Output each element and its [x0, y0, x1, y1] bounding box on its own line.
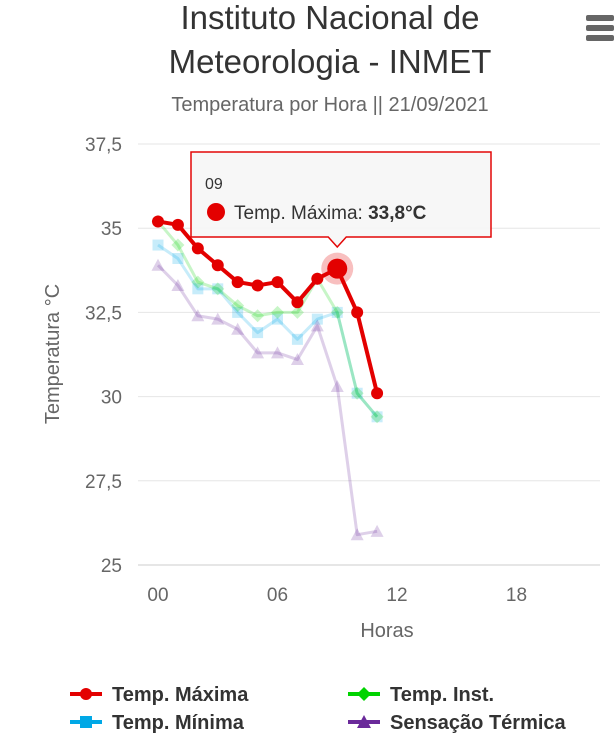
- x-axis-title: Horas: [360, 620, 413, 642]
- data-point: [351, 306, 364, 319]
- y-tick-label: 37,5: [85, 135, 122, 156]
- menu-bar[interactable]: [586, 25, 614, 31]
- data-point: [351, 387, 363, 399]
- legend-item-temp-m-nima[interactable]: Temp. Mínima: [70, 712, 245, 734]
- data-point: [231, 276, 244, 289]
- menu-bar[interactable]: [586, 15, 614, 21]
- series-temp-m-nima: [152, 239, 383, 423]
- data-point: [271, 346, 284, 359]
- x-tick-label: 06: [267, 585, 288, 606]
- data-point: [171, 278, 185, 291]
- chart-title-line-1: Instituto Nacional de: [180, 0, 479, 36]
- legend-marker-icon: [357, 687, 371, 701]
- tooltip: 09 Temp. Máxima: 33,8°C: [190, 151, 492, 285]
- data-point: [370, 524, 384, 537]
- legend-label: Temp. Mínima: [112, 712, 245, 734]
- legend-marker-icon: [80, 688, 92, 700]
- y-tick-label: 27,5: [85, 472, 122, 493]
- data-point: [251, 309, 265, 323]
- tooltip-series-marker: [207, 203, 225, 221]
- series-temp-inst-: [151, 214, 384, 424]
- data-point: [310, 319, 324, 332]
- data-point: [290, 353, 304, 366]
- legend-label: Temp. Inst.: [390, 684, 494, 706]
- hamburger-menu-icon[interactable]: [586, 15, 614, 41]
- legend: Temp. Máxima Temp. Inst. Temp. Mínima Sensa…: [70, 684, 567, 734]
- data-point: [271, 305, 284, 319]
- data-point: [330, 305, 344, 319]
- data-point: [211, 312, 225, 325]
- data-point: [191, 275, 205, 289]
- data-point: [231, 322, 245, 335]
- data-point: [152, 239, 164, 251]
- chart-subtitle: Temperatura por Hora || 21/09/2021: [171, 94, 488, 116]
- series-temp-m-xima: [152, 215, 384, 400]
- data-point: [311, 272, 324, 285]
- data-point: [290, 305, 304, 319]
- tooltip-box: [190, 151, 492, 249]
- legend-label: Sensação Térmica: [390, 712, 567, 734]
- data-point: [271, 276, 284, 289]
- y-tick-label: 25: [101, 556, 122, 577]
- legend-marker-icon: [357, 715, 371, 728]
- data-point: [350, 528, 364, 541]
- tooltip-series-name: Temp. Máxima:: [234, 203, 368, 224]
- x-tick-label: 12: [386, 585, 407, 606]
- data-point: [232, 306, 244, 318]
- menu-bar[interactable]: [586, 35, 614, 41]
- x-tick-label: 18: [506, 585, 527, 606]
- series-sensa-o-t-rmica: [151, 258, 384, 541]
- data-point: [251, 346, 265, 359]
- data-point: [252, 327, 264, 339]
- data-point: [211, 259, 224, 272]
- data-point: [291, 333, 303, 345]
- data-point: [151, 258, 165, 271]
- hover-point: [327, 258, 348, 279]
- series-layer: [151, 214, 384, 541]
- data-point: [152, 215, 164, 228]
- y-tick-label: 30: [101, 388, 122, 409]
- data-point: [371, 411, 383, 423]
- y-tick-label: 32,5: [85, 303, 122, 324]
- tooltip-x-label: 09: [205, 176, 223, 193]
- chart-title-line-2: Meteorologia - INMET: [169, 43, 492, 80]
- y-tick-label: 35: [101, 219, 122, 240]
- data-point: [171, 238, 185, 252]
- tooltip-value: 33,8°C: [368, 203, 427, 224]
- series-line: [156, 264, 378, 537]
- data-point: [212, 283, 224, 295]
- data-point: [291, 296, 304, 309]
- data-point: [251, 279, 264, 292]
- data-point: [331, 306, 343, 318]
- legend-item-temp-inst-[interactable]: Temp. Inst.: [348, 684, 494, 706]
- data-point: [191, 309, 205, 322]
- legend-item-temp-m-xima[interactable]: Temp. Máxima: [70, 684, 249, 706]
- y-axis: 25 27,5 30 32,5 35 37,5: [85, 135, 122, 577]
- data-point: [272, 313, 283, 325]
- data-point: [231, 299, 245, 313]
- legend-item-sensa-o-t-rmica[interactable]: Sensação Térmica: [348, 712, 567, 734]
- data-point: [330, 379, 344, 392]
- legend-marker-icon: [80, 716, 92, 728]
- series-line: [157, 243, 379, 418]
- x-axis: 00 06 12 18: [138, 564, 600, 606]
- data-point: [350, 386, 364, 400]
- legend-label: Temp. Máxima: [112, 684, 249, 706]
- series-line: [156, 220, 379, 418]
- data-point: [211, 282, 225, 296]
- data-point: [370, 410, 384, 424]
- data-point: [311, 313, 323, 325]
- x-tick-label: 00: [147, 585, 168, 606]
- data-point: [192, 283, 204, 295]
- data-point: [171, 218, 184, 231]
- y-axis-title: Temperatura °C: [42, 284, 64, 424]
- data-point: [371, 387, 384, 400]
- data-point: [191, 242, 204, 255]
- data-point: [172, 253, 184, 265]
- tooltip-text: Temp. Máxima: 33,8°C: [234, 203, 427, 224]
